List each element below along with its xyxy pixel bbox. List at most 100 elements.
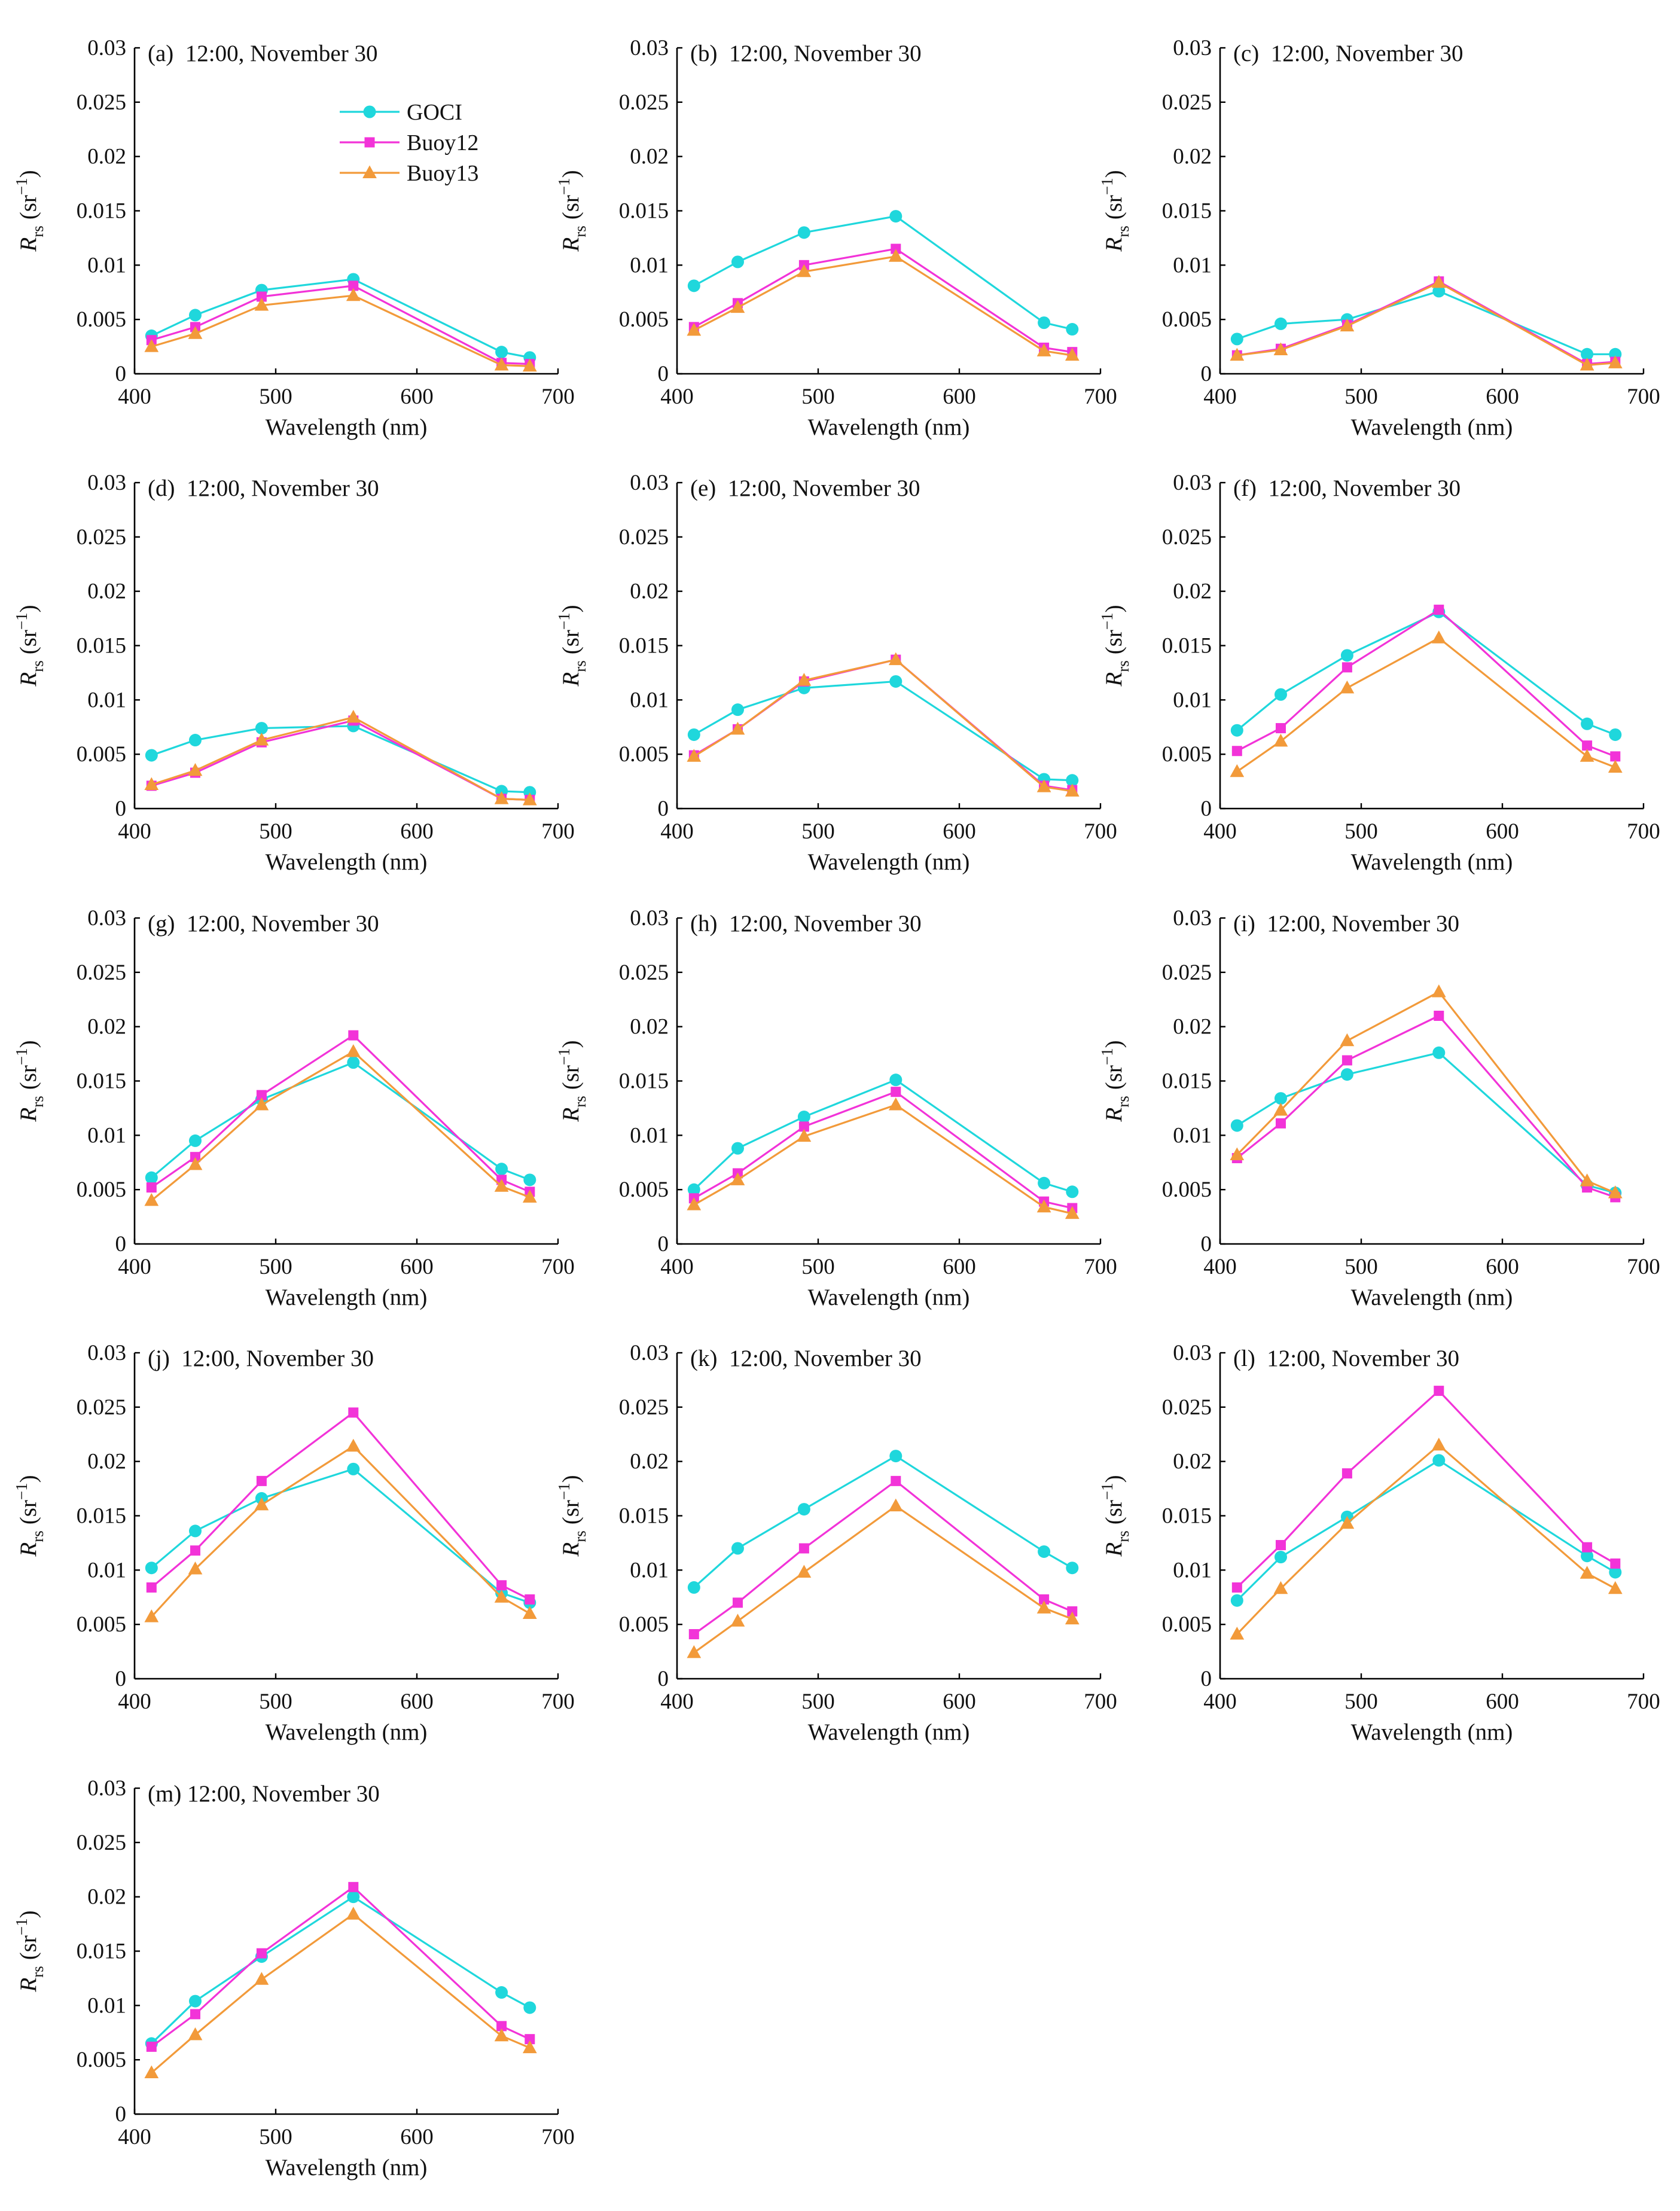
y-tick-label: 0 (115, 2102, 127, 2127)
series-line-buoy12 (151, 1411, 530, 1600)
y-label-main: R (16, 1108, 41, 1123)
point-buoy12 (496, 2021, 507, 2032)
legend-marker-goci (363, 105, 376, 118)
point-buoy12 (190, 1152, 200, 1163)
legend-marker-buoy12 (364, 137, 375, 148)
y-tick-label: 0.01 (87, 1558, 126, 1582)
point-buoy13 (1580, 749, 1594, 762)
y-label-close: ) (16, 605, 41, 612)
x-tick-label: 500 (259, 819, 292, 844)
y-tick-label: 0.005 (1162, 742, 1212, 767)
point-buoy13 (1273, 1103, 1288, 1116)
point-goci (731, 1142, 744, 1155)
point-buoy13 (687, 1197, 702, 1210)
y-tick-label: 0.025 (1162, 525, 1212, 550)
y-label-sub: rs (571, 1530, 589, 1542)
point-buoy12 (146, 1182, 157, 1193)
y-label-unit: (sr (558, 195, 584, 219)
point-buoy13 (1608, 1581, 1623, 1594)
legend: GOCI Buoy12 Buoy13 (340, 100, 478, 186)
y-label-exp: −1 (1098, 612, 1116, 630)
point-buoy13 (188, 763, 203, 776)
y-label-unit: (sr (1101, 630, 1127, 654)
y-tick-label: 0 (115, 1232, 127, 1257)
point-goci (495, 346, 508, 359)
y-label-unit: (sr (1101, 1065, 1127, 1090)
point-buoy13 (522, 358, 537, 372)
y-tick-label: 0.01 (87, 1123, 126, 1148)
y-label-sub: rs (29, 1530, 47, 1542)
point-goci (1609, 1566, 1622, 1579)
y-label-exp: −1 (13, 1918, 31, 1935)
y-tick-label: 0.005 (77, 1178, 126, 1202)
y-label-close: ) (558, 170, 584, 178)
x-axis-label: Wavelength (nm) (266, 414, 428, 440)
point-buoy13 (1431, 630, 1446, 644)
x-tick-label: 600 (943, 819, 976, 844)
x-tick-label: 400 (1203, 1689, 1237, 1714)
y-label-close: ) (558, 605, 584, 612)
y-tick-label: 0.01 (1173, 688, 1212, 712)
point-buoy12 (256, 1948, 267, 1959)
point-buoy12 (891, 243, 901, 254)
y-tick-label: 0.02 (1173, 145, 1212, 169)
y-tick-label: 0.01 (87, 1993, 126, 2018)
x-tick-label: 700 (1627, 1255, 1660, 1279)
y-tick-label: 0.005 (619, 742, 669, 767)
y-tick-label: 0.005 (77, 307, 126, 332)
y-tick-label: 0.03 (87, 1341, 126, 1365)
y-label-close: ) (16, 1910, 41, 1918)
x-tick-label: 400 (1203, 1255, 1237, 1279)
panel-b: 0 0.005 0.01 0.015 0.02 0.025 0.03 400 500 600 700… (555, 36, 1117, 440)
point-buoy13 (1580, 1566, 1594, 1579)
panel-title: (i) 12:00, November 30 (1233, 911, 1459, 937)
y-tick-label: 0.03 (1173, 471, 1212, 495)
panel-d: 0 0.005 0.01 0.015 0.02 0.025 0.03 400 500 600 700… (13, 471, 575, 875)
series-line-buoy13 (693, 658, 1073, 792)
point-buoy13 (254, 1497, 269, 1511)
x-tick-label: 600 (943, 1689, 976, 1714)
x-tick-label: 400 (118, 819, 151, 844)
y-label-main: R (16, 1978, 41, 1993)
x-tick-label: 700 (1627, 385, 1660, 409)
y-axis-label: Rrs (sr−1) (13, 1040, 47, 1122)
point-goci (797, 1503, 810, 1516)
y-tick-label: 0.03 (630, 906, 669, 931)
x-axis-label: Wavelength (nm) (1351, 1719, 1513, 1745)
series-line-buoy12 (1236, 1389, 1616, 1588)
y-label-close: ) (16, 1040, 41, 1048)
point-buoy13 (888, 652, 903, 666)
x-axis-label: Wavelength (nm) (1351, 414, 1513, 440)
series-line-buoy13 (1236, 1444, 1616, 1635)
y-tick-label: 0.02 (1173, 580, 1212, 604)
x-tick-label: 500 (259, 2125, 292, 2149)
x-tick-label: 400 (1203, 819, 1237, 844)
y-tick-label: 0.005 (1162, 1612, 1212, 1637)
series-line-goci (693, 215, 1073, 331)
point-buoy13 (1340, 1033, 1355, 1047)
y-tick-label: 0.02 (630, 580, 669, 604)
y-label-sub: rs (1114, 660, 1132, 672)
y-tick-label: 0.015 (77, 199, 126, 224)
point-goci (1432, 285, 1446, 298)
legend-label-buoy13: Buoy13 (407, 161, 478, 186)
point-goci (188, 309, 202, 322)
x-tick-label: 500 (801, 1689, 835, 1714)
y-label-exp: −1 (13, 1483, 31, 1500)
point-goci (1340, 649, 1353, 662)
point-goci (687, 1581, 700, 1594)
y-label-main: R (1101, 237, 1127, 252)
point-goci (347, 1890, 360, 1904)
series-line-buoy12 (151, 719, 530, 801)
y-tick-label: 0.005 (619, 1178, 669, 1202)
point-buoy13 (346, 288, 361, 301)
x-tick-label: 500 (259, 1255, 292, 1279)
y-tick-label: 0.01 (1173, 253, 1212, 277)
y-tick-label: 0.03 (87, 1776, 126, 1801)
panel-l: 0 0.005 0.01 0.015 0.02 0.025 0.03 400 500 600 700… (1098, 1341, 1660, 1745)
point-goci (1230, 1119, 1243, 1132)
y-tick-label: 0.01 (87, 253, 126, 277)
y-tick-label: 0.015 (77, 1504, 126, 1529)
y-tick-label: 0.02 (1173, 1015, 1212, 1039)
series-line-goci (151, 278, 530, 359)
